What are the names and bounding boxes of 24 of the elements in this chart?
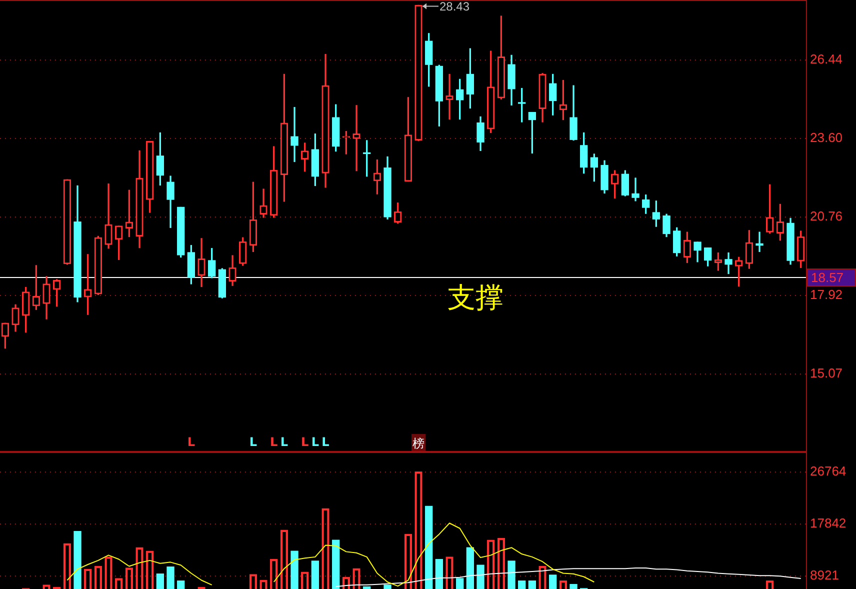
candlestick [352, 105, 360, 172]
annotation: L [270, 435, 278, 450]
y-tick-label: 26.44 [810, 52, 843, 67]
annotation: 榜 [412, 436, 424, 450]
annotation: L [187, 435, 196, 450]
y-tick-label: 17.92 [810, 286, 843, 302]
annotation: 支撑 [448, 282, 504, 314]
candlestick [446, 74, 454, 120]
y-tick-label: 17842 [810, 516, 846, 531]
annotation: L [280, 435, 288, 450]
y-tick-label: 23.60 [810, 130, 843, 146]
candlestick [756, 232, 764, 252]
annotation: L [322, 435, 330, 450]
y-tick-label: 20.76 [810, 208, 843, 224]
y-tick-label: 8921 [810, 568, 839, 583]
annotation: L [311, 435, 320, 450]
annotation: L [301, 435, 310, 450]
candlestick [632, 178, 640, 202]
annotation: L [249, 435, 258, 450]
candlestick [290, 107, 298, 162]
y-tick-label: 15.07 [810, 365, 843, 380]
y-tick-label: 26764 [810, 464, 846, 479]
ref-line-label: 18.57 [811, 270, 844, 286]
annotation: 28.43 [440, 0, 470, 14]
